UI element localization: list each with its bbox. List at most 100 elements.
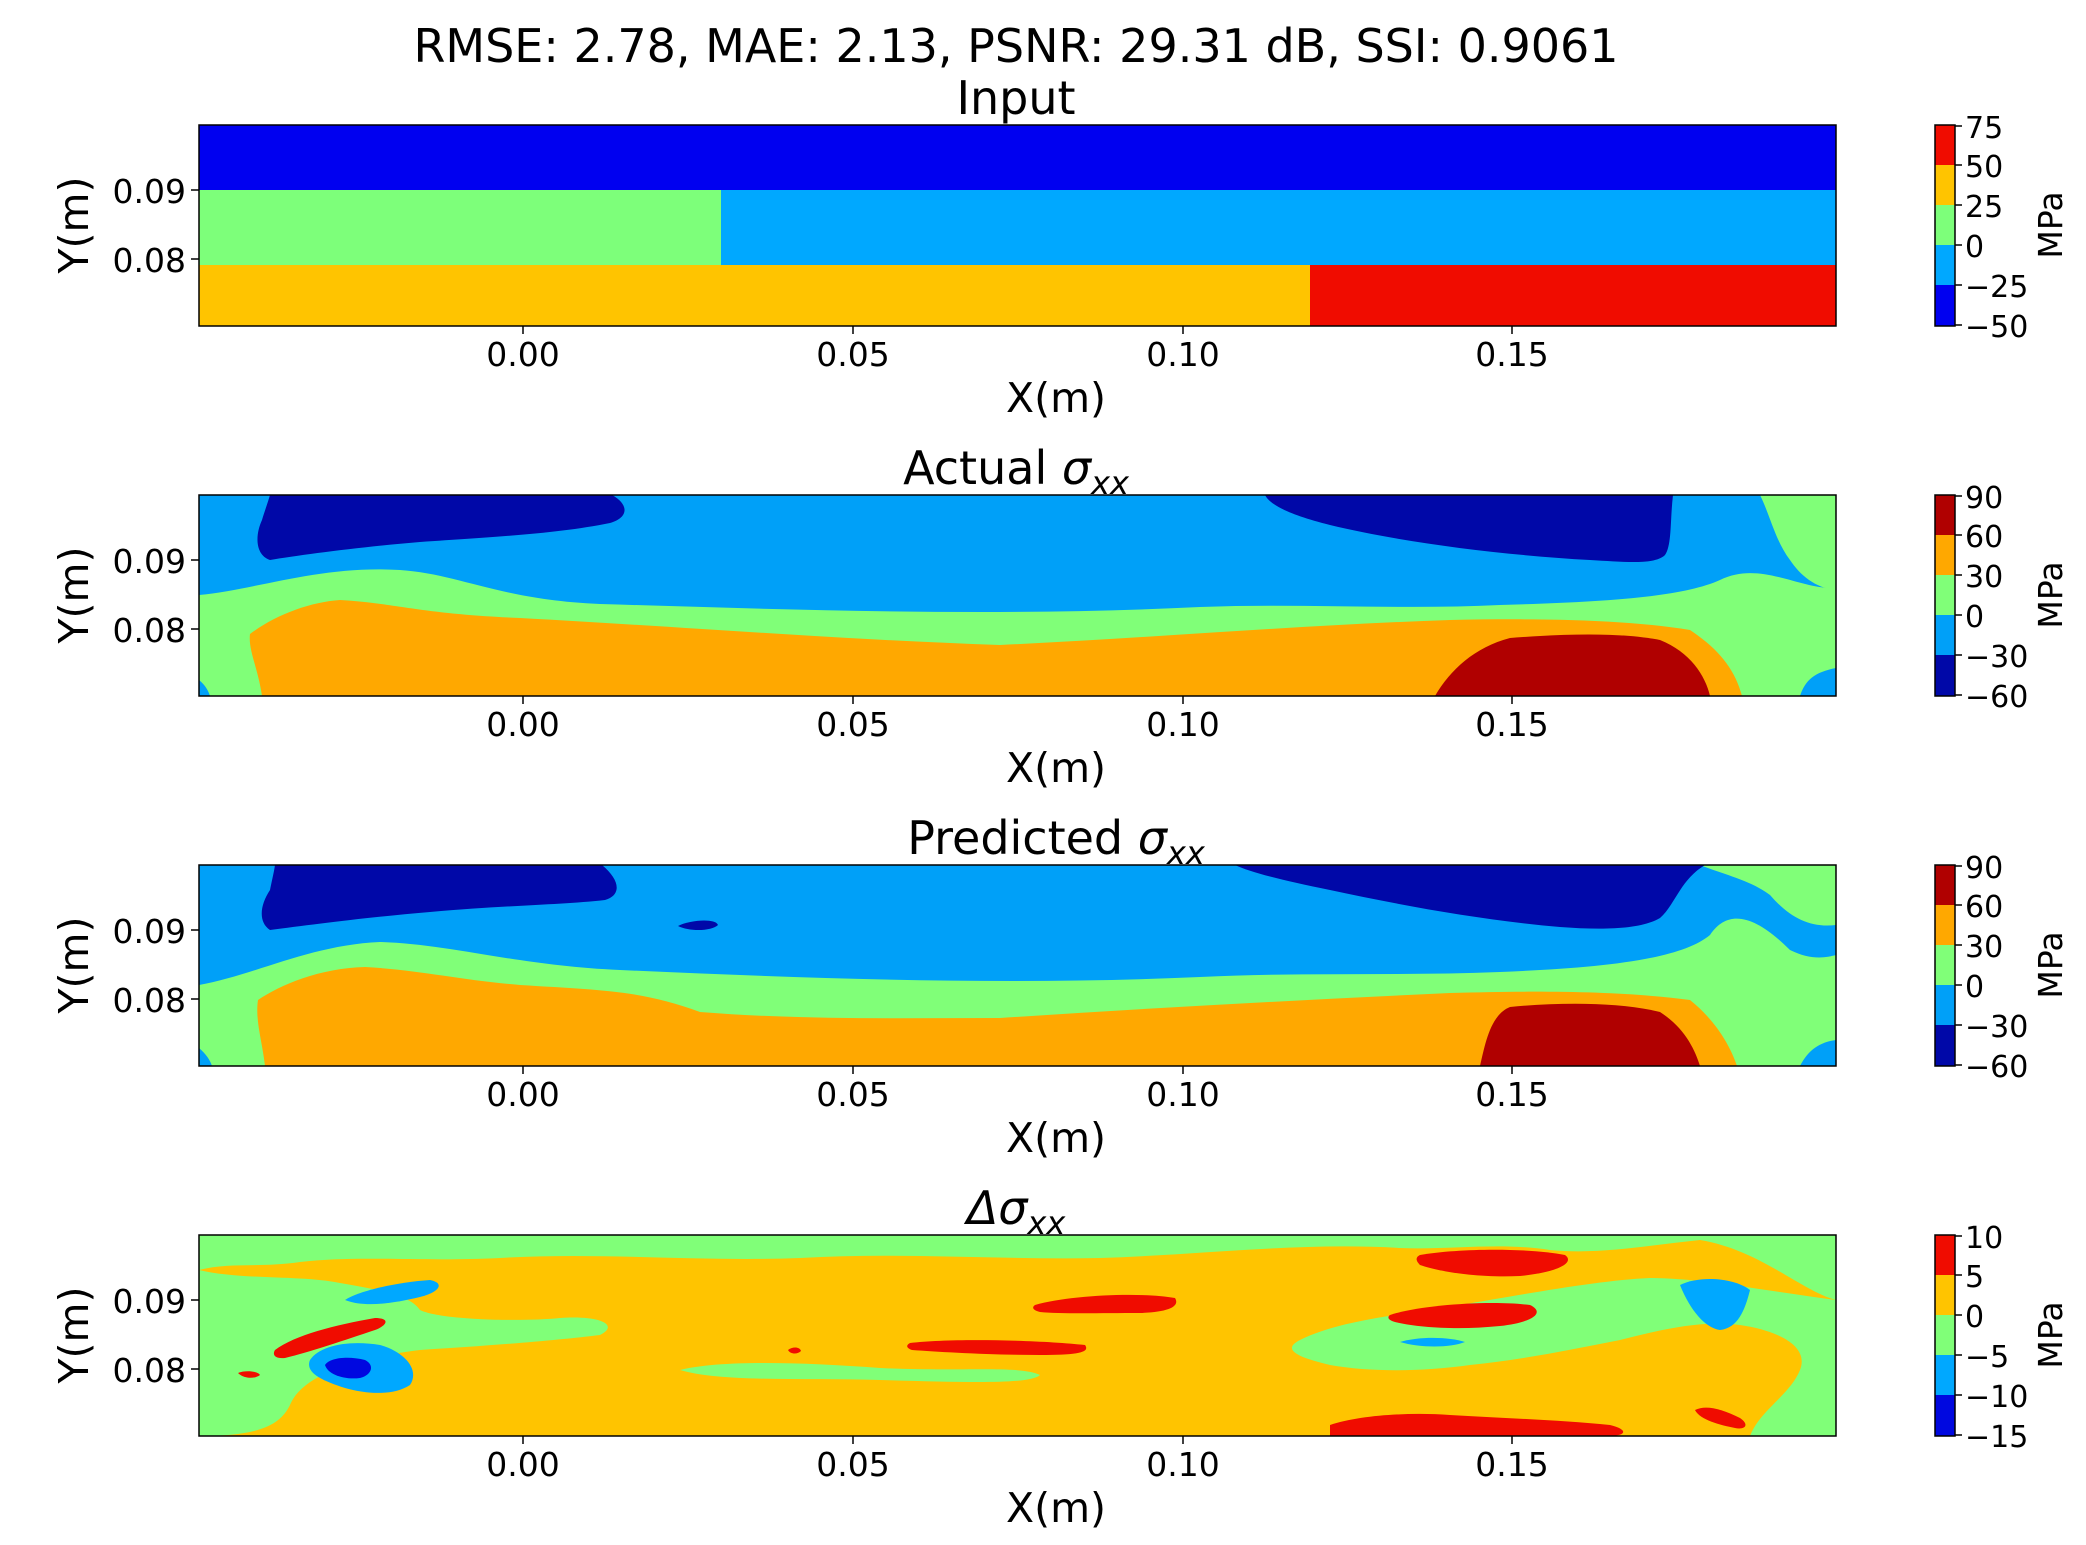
actual-colorbar-ticks <box>1955 495 1962 696</box>
predicted-colorbar-tick-label: 60 <box>1965 890 2003 925</box>
actual-colorbar-tick-label: −60 <box>1965 680 2028 715</box>
input-colorbar-frame <box>1934 124 1956 327</box>
predicted-xlabel: X(m) <box>1006 1114 1106 1162</box>
panel-predicted: Predicted σxx 0.09 0.08 0.00 0.05 0.10 0… <box>50 811 2070 1162</box>
delta-contour-red-4 <box>1388 1303 1537 1329</box>
delta-colorbar-band <box>1935 1275 1955 1316</box>
predicted-colorbar-tick-label: 30 <box>1965 930 2003 965</box>
actual-contour-green-right <box>1760 495 1836 590</box>
delta-contour-red-3 <box>1416 1249 1568 1277</box>
actual-colorbar-band <box>1935 575 1955 616</box>
predicted-title: Predicted σxx <box>907 811 1206 872</box>
actual-xtick-label: 0.00 <box>486 705 559 744</box>
input-colorbar-label: MPa <box>2031 191 2070 258</box>
predicted-contour-green-right <box>1700 865 1836 926</box>
actual-colorbar-tick-label: 90 <box>1965 481 2003 516</box>
predicted-heatmap <box>199 865 1836 1066</box>
delta-colorbar-band <box>1935 1315 1955 1356</box>
delta-contour-blue-1 <box>345 1280 439 1305</box>
delta-colorbar-tick-label: −15 <box>1965 1420 2028 1455</box>
delta-contour-red-9 <box>788 1347 801 1354</box>
predicted-colorbar-tick-label: 90 <box>1965 851 2003 886</box>
delta-xtick-label: 0.00 <box>486 1445 559 1484</box>
actual-xtick-label: 0.15 <box>1475 705 1548 744</box>
delta-contour-red-7 <box>1695 1407 1746 1429</box>
delta-colorbar-ticks <box>1955 1235 1962 1436</box>
input-colorbar: 75 50 25 0 −25 −50 MPa <box>1934 111 2070 345</box>
input-ylabel: Y(m) <box>50 177 98 275</box>
delta-contour-blue-4 <box>1400 1337 1465 1347</box>
delta-colorbar-band <box>1935 1395 1955 1436</box>
input-title: Input <box>956 71 1075 125</box>
delta-contour-darkblue <box>325 1357 372 1379</box>
actual-ytick-label: 0.08 <box>113 611 186 650</box>
delta-contour-red-5 <box>907 1340 1087 1355</box>
input-heatmap <box>199 125 1836 326</box>
predicted-colorbar-tick-label: −30 <box>1965 1010 2028 1045</box>
predicted-contour-darkblue-left <box>261 865 617 930</box>
input-xlabel: X(m) <box>1006 374 1106 422</box>
input-colorbar-tick-label: 25 <box>1965 190 2003 225</box>
predicted-colorbar-band <box>1935 945 1955 986</box>
actual-colorbar-tick-label: 0 <box>1965 600 1984 635</box>
actual-title: Actual σxx <box>903 441 1130 502</box>
input-region-bottom-left <box>199 265 1311 326</box>
delta-contour-red-1 <box>273 1318 386 1359</box>
delta-axes-frame <box>198 1234 1837 1437</box>
input-region-mid-right <box>721 190 1836 266</box>
delta-xtick-label: 0.10 <box>1146 1445 1219 1484</box>
panel-input: Input 0.09 0.08 0.00 0.05 0.10 0.15 X(m)… <box>50 71 2070 422</box>
panel-actual: Actual σxx 0.09 0.08 0.00 0.05 0.10 0.15… <box>50 441 2070 792</box>
input-region-mid-left <box>199 190 722 266</box>
delta-colorbar-band <box>1935 1355 1955 1396</box>
delta-colorbar-tick-label: 5 <box>1965 1260 1984 1295</box>
predicted-ytick-label: 0.09 <box>113 912 186 951</box>
predicted-contour-orange <box>257 967 1738 1066</box>
delta-contour-green-top <box>199 1235 1836 1300</box>
delta-colorbar-tick-label: −5 <box>1965 1340 2009 1375</box>
predicted-xtick-label: 0.15 <box>1475 1075 1548 1114</box>
input-colorbar-tick-label: 75 <box>1965 111 2003 146</box>
input-region-bottom-right <box>1310 265 1836 326</box>
input-axes-frame <box>198 124 1837 327</box>
delta-contour-green-left <box>199 1270 608 1436</box>
figure-suptitle: RMSE: 2.78, MAE: 2.13, PSNR: 29.31 dB, S… <box>413 19 1618 73</box>
delta-colorbar-label: MPa <box>2031 1301 2070 1368</box>
delta-ylabel: Y(m) <box>50 1287 98 1385</box>
input-colorbar-band <box>1935 285 1955 326</box>
predicted-contour-darkred <box>1480 1003 1700 1066</box>
delta-colorbar-tick-label: 0 <box>1965 1300 1984 1335</box>
actual-colorbar-band <box>1935 615 1955 656</box>
actual-ylabel: Y(m) <box>50 547 98 645</box>
delta-ytick-label: 0.08 <box>113 1351 186 1390</box>
actual-heatmap <box>199 495 1836 696</box>
delta-contour-red-8 <box>238 1371 260 1378</box>
actual-contour-darkblue-right <box>1265 495 1673 563</box>
delta-contour-blue-3 <box>1680 1278 1750 1330</box>
actual-colorbar-label: MPa <box>2031 561 2070 628</box>
predicted-contour-blue-bottom-right <box>1800 1040 1836 1066</box>
actual-xtick-label: 0.05 <box>816 705 889 744</box>
actual-contour-darkred <box>1435 634 1710 696</box>
predicted-colorbar-band <box>1935 865 1955 906</box>
delta-colorbar: 10 5 0 −5 −10 −15 MPa <box>1934 1221 2070 1455</box>
panel-delta: Δσxx 0.09 0.08 0.00 0.05 0.10 0.15 X(m) … <box>50 1181 2070 1532</box>
delta-colorbar-frame <box>1934 1234 1956 1437</box>
delta-xtick-label: 0.15 <box>1475 1445 1548 1484</box>
predicted-colorbar-tick-label: −60 <box>1965 1050 2028 1085</box>
predicted-colorbar: 90 60 30 0 −30 −60 MPa <box>1934 851 2070 1085</box>
predicted-contour-darkblue-right <box>1235 865 1705 929</box>
actual-colorbar-tick-label: −30 <box>1965 640 2028 675</box>
predicted-xtick-label: 0.00 <box>486 1075 559 1114</box>
input-xtick-label: 0.10 <box>1146 335 1219 374</box>
predicted-contour-darkblue-blob <box>678 920 718 931</box>
predicted-ylabel: Y(m) <box>50 917 98 1015</box>
predicted-xtick-label: 0.05 <box>816 1075 889 1114</box>
input-colorbar-band <box>1935 205 1955 246</box>
delta-colorbar-tick-label: 10 <box>1965 1221 2003 1256</box>
actual-xlabel: X(m) <box>1006 744 1106 792</box>
input-colorbar-tick-label: −50 <box>1965 310 2028 345</box>
actual-colorbar-band <box>1935 655 1955 696</box>
predicted-contour-blue-bottom-left <box>199 1048 212 1066</box>
